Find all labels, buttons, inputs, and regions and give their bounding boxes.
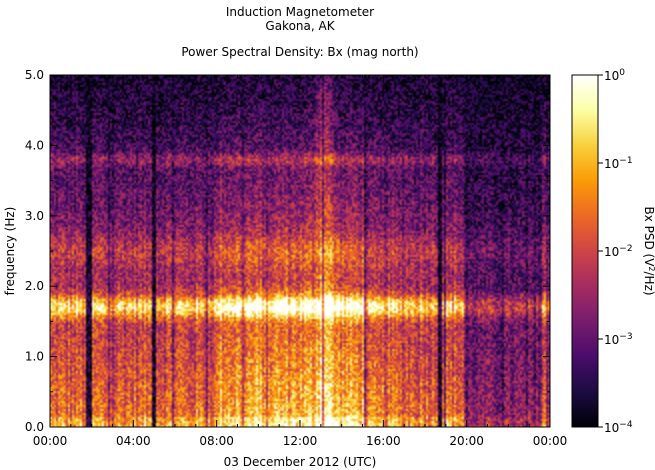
- x-tick-label: 08:00: [199, 434, 234, 448]
- y-axis-label: frequency (Hz): [3, 207, 17, 296]
- colorbar-label: Bx PSD (V2/Hz): [642, 206, 655, 295]
- colorbar-tick-label: 10−2: [604, 244, 633, 259]
- x-tick-label: 16:00: [366, 434, 401, 448]
- y-tick-label: 4.0: [25, 138, 44, 152]
- y-tick-label: 0.0: [25, 420, 44, 434]
- colorbar-ticks: 100 10−1 10−2 10−3 10−4: [598, 68, 633, 435]
- x-tick-label: 00:00: [33, 434, 68, 448]
- x-tick-label: 12:00: [283, 434, 318, 448]
- x-axis: 00:00 04:00 08:00 12:00 16:00 20:00 00:00: [33, 75, 568, 448]
- y-tick-label: 2.0: [25, 279, 44, 293]
- x-tick-label: 00:00: [533, 434, 568, 448]
- colorbar-tick-label: 10−3: [604, 332, 633, 347]
- spectrogram-image: [50, 75, 550, 427]
- colorbar-tick-label: 10−1: [604, 156, 633, 171]
- x-tick-label: 04:00: [116, 434, 151, 448]
- colorbar-tick-label: 10−4: [604, 420, 633, 435]
- colorbar-tick-label: 100: [604, 68, 625, 83]
- header-line2: Gakona, AK: [265, 19, 335, 33]
- y-tick-label: 1.0: [25, 350, 44, 364]
- y-axis: 0.0 1.0 2.0 3.0 4.0 5.0: [25, 68, 550, 434]
- colorbar: 100 10−1 10−2 10−3 10−4 Bx PSD (V2/Hz): [571, 68, 655, 435]
- header-line1: Induction Magnetometer: [226, 5, 374, 19]
- y-tick-label: 3.0: [25, 209, 44, 223]
- x-axis-label: 03 December 2012 (UTC): [224, 455, 377, 469]
- plot-area: [49, 74, 551, 428]
- chart-title: Power Spectral Density: Bx (mag north): [181, 45, 418, 59]
- x-tick-label: 20:00: [449, 434, 484, 448]
- colorbar-gradient: [571, 74, 599, 428]
- y-tick-label: 5.0: [25, 68, 44, 82]
